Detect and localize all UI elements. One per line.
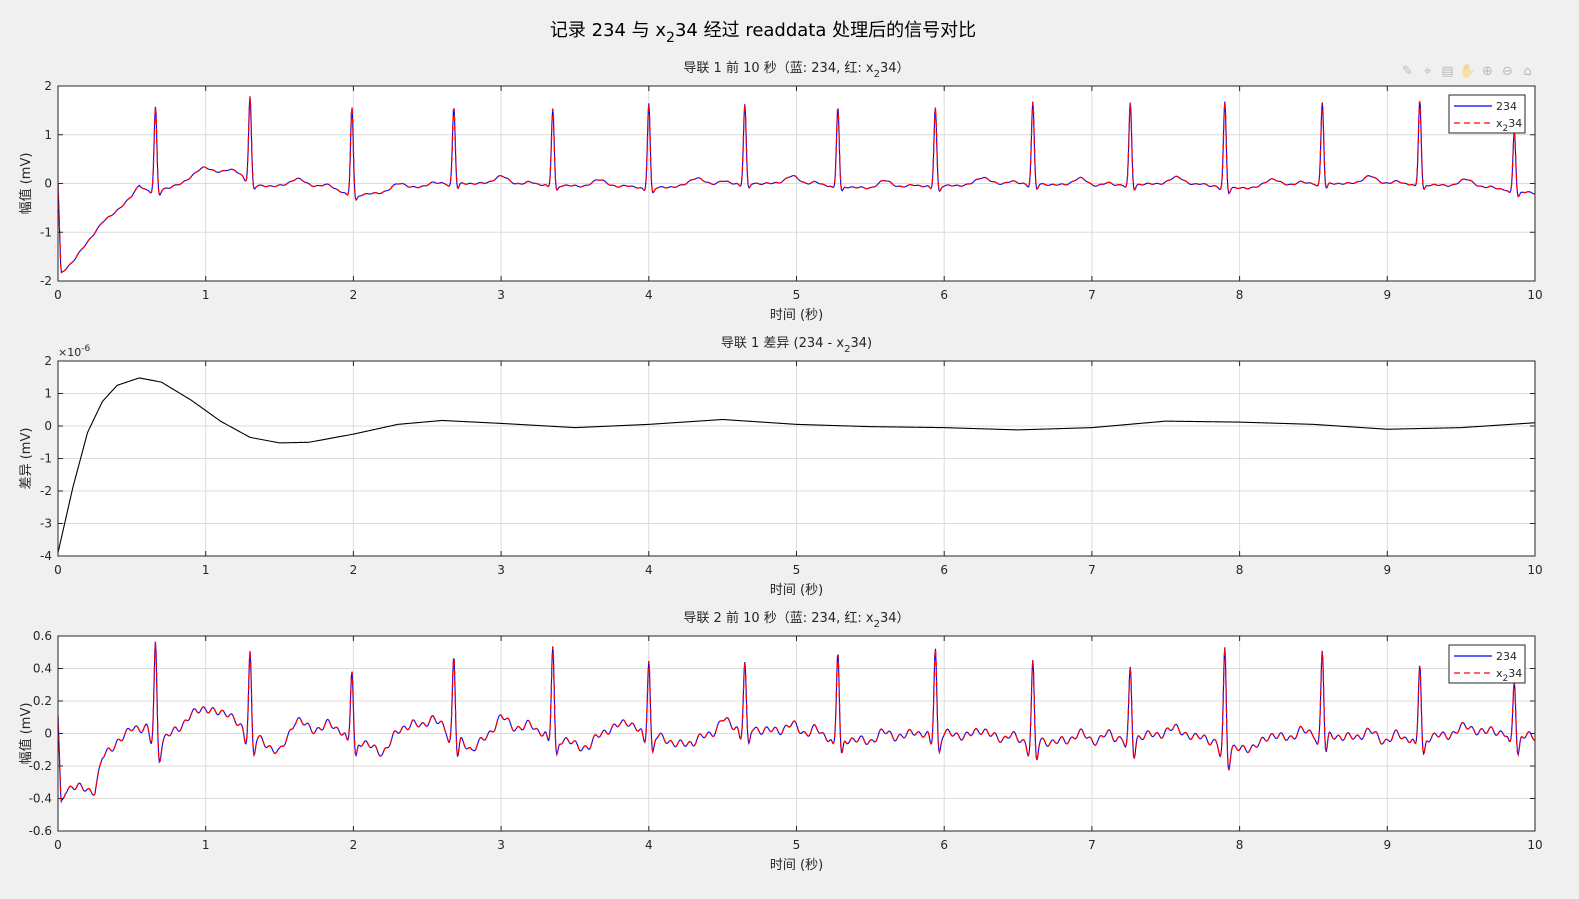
x-tick-label: 2 bbox=[350, 288, 358, 302]
series-line-1 bbox=[58, 377, 1535, 553]
x-tick-label: 5 bbox=[793, 563, 801, 577]
axes-box bbox=[57, 85, 1536, 282]
x-tick-label: 10 bbox=[1527, 563, 1542, 577]
y-tick-label: -0.4 bbox=[29, 792, 52, 806]
x-tick-label: 3 bbox=[497, 838, 505, 852]
legend-box bbox=[1448, 94, 1526, 134]
x-tick-label: 9 bbox=[1383, 288, 1391, 302]
axes-panel-2: 0 1 2 3 4 5 6 7 8 9 10 -4 -3 -2 -1 0 1 2 导联 1 差异 (234 - x2… bbox=[19, 336, 1543, 598]
x-tick-label: 7 bbox=[1088, 563, 1096, 577]
x-tick-label: 8 bbox=[1236, 838, 1244, 852]
y-axis-label: 差异 (mV) bbox=[19, 428, 34, 490]
legend[interactable]: 234 x234 bbox=[1448, 644, 1526, 684]
x-tick-label: 10 bbox=[1527, 288, 1542, 302]
y-tick-label: 0.6 bbox=[33, 629, 52, 643]
legend-entry-label: 234 bbox=[1496, 100, 1517, 113]
x-tick-label: 8 bbox=[1236, 288, 1244, 302]
y-axis-label: 幅值 (mV) bbox=[18, 703, 34, 765]
y-tick-label: -0.6 bbox=[29, 824, 52, 838]
y-tick-label: -1 bbox=[40, 225, 52, 239]
x-tick-label: 2 bbox=[350, 838, 358, 852]
axes-title: 导联 2 前 10 秒（蓝: 234, 红: x234） bbox=[683, 610, 909, 630]
figure-title: 记录 234 与 x234 经过 readdata 处理后的信号对比 bbox=[550, 20, 976, 46]
pan-icon[interactable]: ✋ bbox=[1459, 64, 1476, 79]
copy-icon[interactable]: ▤ bbox=[1441, 64, 1454, 79]
y-tick-label: 2 bbox=[44, 79, 52, 93]
x-tick-label: 3 bbox=[497, 563, 505, 577]
x-tick-label: 6 bbox=[940, 838, 948, 852]
legend[interactable]: 234 x234 bbox=[1448, 94, 1526, 134]
x-tick-label: 1 bbox=[202, 563, 210, 577]
y-tick-label: 0.2 bbox=[33, 694, 52, 708]
y-tick-label: -0.2 bbox=[29, 759, 52, 773]
x-tick-label: 4 bbox=[645, 838, 653, 852]
axes-box bbox=[57, 360, 1536, 557]
x-axis-label: 时间 (秒) bbox=[770, 858, 823, 873]
y-exponent-label: ×10-6 bbox=[58, 344, 90, 359]
axes-title: 导联 1 前 10 秒（蓝: 234, 红: x234） bbox=[683, 60, 909, 80]
home-icon[interactable]: ⌂ bbox=[1523, 64, 1532, 79]
y-tick-label: 0.4 bbox=[33, 662, 52, 676]
figure-toolbar: ✎ ⌖ ▤ ✋ ⊕ ⊖ ⌂ bbox=[1398, 62, 1537, 82]
zoom-out-icon[interactable]: ⊖ bbox=[1502, 64, 1513, 79]
y-tick-label: -1 bbox=[40, 452, 52, 466]
x-tick-label: 2 bbox=[350, 563, 358, 577]
y-tick-label: 0 bbox=[44, 177, 52, 191]
x-axis-label: 时间 (秒) bbox=[770, 583, 823, 598]
legend-entry-label: x234 bbox=[1496, 117, 1522, 134]
x-tick-label: 0 bbox=[54, 838, 62, 852]
series-line-1 bbox=[58, 641, 1535, 804]
x-tick-label: 6 bbox=[940, 563, 948, 577]
x-tick-label: 9 bbox=[1383, 838, 1391, 852]
data-tip-icon[interactable]: ⌖ bbox=[1423, 64, 1432, 79]
y-tick-label: -3 bbox=[40, 517, 52, 531]
brush-icon[interactable]: ✎ bbox=[1402, 64, 1413, 79]
zoom-in-icon[interactable]: ⊕ bbox=[1482, 64, 1493, 79]
x-tick-label: 0 bbox=[54, 288, 62, 302]
y-tick-label: -2 bbox=[40, 274, 52, 288]
x-tick-label: 0 bbox=[54, 563, 62, 577]
legend-entry-label: x234 bbox=[1496, 667, 1522, 684]
axes-title: 导联 1 差异 (234 - x234) bbox=[721, 336, 872, 355]
x-tick-label: 4 bbox=[645, 288, 653, 302]
x-tick-label: 7 bbox=[1088, 288, 1096, 302]
x-tick-label: 1 bbox=[202, 838, 210, 852]
x-tick-label: 5 bbox=[793, 838, 801, 852]
x-tick-label: 1 bbox=[202, 288, 210, 302]
x-tick-label: 8 bbox=[1236, 563, 1244, 577]
y-tick-label: 0 bbox=[44, 419, 52, 433]
series-line-2 bbox=[58, 96, 1535, 274]
y-tick-label: -4 bbox=[40, 549, 52, 563]
y-axis-label: 幅值 (mV) bbox=[18, 153, 34, 215]
x-tick-label: 10 bbox=[1527, 838, 1542, 852]
y-tick-label: 0 bbox=[44, 727, 52, 741]
x-tick-label: 6 bbox=[940, 288, 948, 302]
legend-box bbox=[1448, 644, 1526, 684]
y-tick-label: 1 bbox=[44, 387, 52, 401]
x-tick-label: 9 bbox=[1383, 563, 1391, 577]
axes-panel-3: 0 1 2 3 4 5 6 7 8 9 10-0.6-0.4-0.200.20.40.6导联 2 前… bbox=[18, 610, 1543, 873]
axes-box bbox=[57, 635, 1536, 832]
legend-entry-label: 234 bbox=[1496, 650, 1517, 663]
x-tick-label: 5 bbox=[793, 288, 801, 302]
y-tick-label: 1 bbox=[44, 128, 52, 142]
y-tick-label: 2 bbox=[44, 354, 52, 368]
x-tick-label: 4 bbox=[645, 563, 653, 577]
x-axis-label: 时间 (秒) bbox=[770, 308, 823, 323]
y-tick-label: -2 bbox=[40, 484, 52, 498]
x-tick-label: 3 bbox=[497, 288, 505, 302]
x-tick-label: 7 bbox=[1088, 838, 1096, 852]
